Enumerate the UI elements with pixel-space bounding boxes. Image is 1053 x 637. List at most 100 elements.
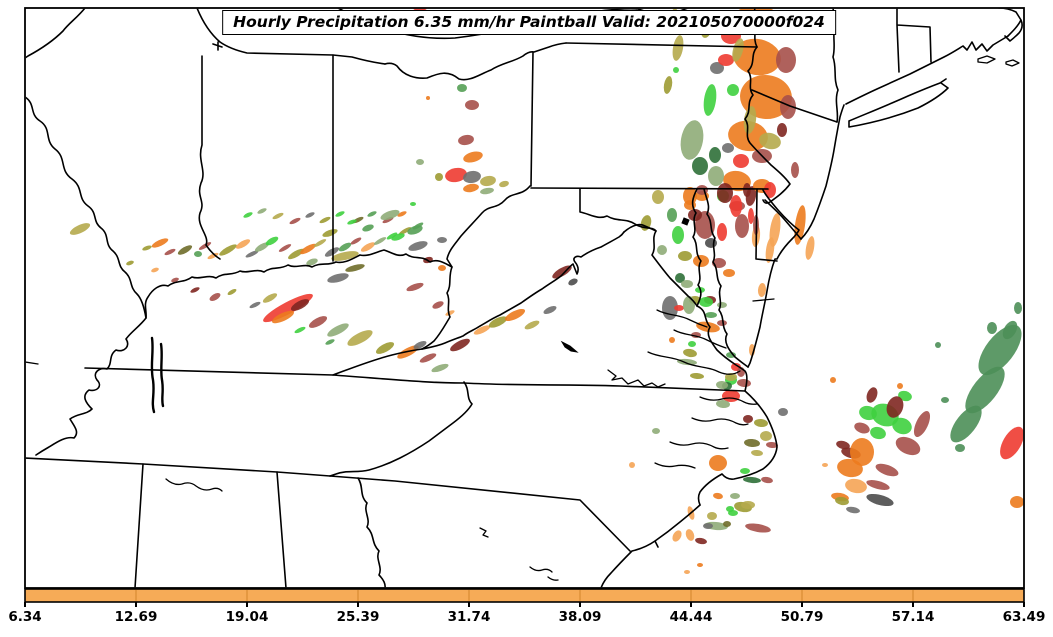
paintball-blob <box>290 299 310 311</box>
paintball-blob <box>198 242 212 250</box>
paintball-blob <box>480 175 496 187</box>
albemarle-sound <box>699 396 758 405</box>
paintball-blob <box>350 237 362 245</box>
paintball-blob <box>722 143 734 153</box>
paintball-blob <box>836 440 850 450</box>
paintball-blob <box>347 330 373 346</box>
paintball-blob <box>207 252 219 260</box>
ohio-pennsylvania-border <box>530 51 534 187</box>
paintball-blob <box>859 405 877 421</box>
paintball-blob <box>866 387 878 403</box>
paintball-blob <box>717 302 727 308</box>
lake-erie-south-shore <box>384 42 567 81</box>
paintball-blob <box>445 167 467 183</box>
paintball-blob <box>955 444 965 452</box>
paintball-blob <box>473 325 491 335</box>
kentucky-tennessee-virginia-northcarolina-border <box>84 367 746 392</box>
paintball-blob <box>835 496 849 506</box>
paintball-blob <box>463 151 483 163</box>
paintball-blob <box>1000 426 1024 460</box>
paintball-blob <box>777 123 787 137</box>
paintball-blob <box>675 273 685 283</box>
paintball-blob <box>300 243 316 255</box>
paintball-blob <box>699 297 713 307</box>
paintball-blob <box>327 273 349 283</box>
paintball-blob <box>543 305 557 315</box>
paintball-blob <box>190 287 200 293</box>
paintball-blob <box>850 438 874 466</box>
paintball-blob <box>822 463 828 467</box>
paintball-blob <box>707 512 717 520</box>
colorbar-tick-label: 50.79 <box>781 609 824 625</box>
paintball-blob <box>265 236 279 246</box>
paintball-blob <box>504 308 526 322</box>
paintball-blob <box>254 242 270 252</box>
paintball-blob <box>791 162 799 178</box>
paintball-blob <box>950 405 982 443</box>
colorbar-tick-label: 6.34 <box>8 609 41 625</box>
paintball-blob <box>305 212 315 218</box>
paintball-blob <box>164 248 176 256</box>
paintball-blob <box>347 219 357 225</box>
newjersey-newyork-border <box>751 89 838 123</box>
paintball-blob <box>338 242 352 252</box>
paintball-blob <box>463 170 481 184</box>
paintball-blob <box>754 418 768 428</box>
paintball-blob <box>683 187 697 205</box>
paintball-blob <box>744 438 760 448</box>
paintball-blob <box>708 166 724 186</box>
paintball-blob <box>69 223 91 235</box>
colorbar-tick-label: 63.49 <box>1003 609 1046 625</box>
long-island <box>848 78 949 128</box>
delaware-bay-newjersey-shore <box>764 199 802 240</box>
paintball-blob <box>684 570 690 574</box>
paintball-blob <box>710 62 724 74</box>
smith-mountain-lake <box>560 340 579 353</box>
james-river <box>647 351 741 375</box>
paintball-blob <box>271 310 295 324</box>
paintball-blob <box>692 157 708 175</box>
paintball-blob <box>524 320 540 330</box>
paintball-blob <box>263 293 313 323</box>
washington-dc-mark <box>681 217 690 226</box>
paintball-blob <box>740 468 750 474</box>
paintball-blob <box>1002 320 1018 340</box>
marthas-vineyard-nantucket <box>977 55 1020 67</box>
paintball-blob <box>886 396 904 418</box>
paintball-blob <box>672 35 684 61</box>
paintball-blob <box>426 96 430 100</box>
kentucky-virginia-border <box>332 348 423 376</box>
mason-dixon-line <box>530 187 769 190</box>
paintball-blob <box>696 185 708 195</box>
hudson-river <box>832 8 839 123</box>
paintball-blob <box>322 229 338 237</box>
paintball-blob <box>667 208 677 222</box>
paintball-blob <box>854 422 870 434</box>
paintball-blob <box>313 239 327 247</box>
paintball-blob <box>726 506 734 512</box>
chesapeake-bay-east-shore <box>703 188 749 368</box>
paintball-blob <box>151 238 169 248</box>
paintball-blob <box>568 278 578 286</box>
paintball-blob <box>488 316 508 328</box>
pamlico-sound-rivers <box>654 417 749 469</box>
paintball-blob <box>745 523 771 533</box>
paintball-blob <box>780 95 796 119</box>
paintball-blob <box>690 372 704 380</box>
paintball-blob <box>705 312 717 318</box>
savannah-river-border <box>357 477 386 588</box>
paintball-blob <box>629 462 635 468</box>
paintball-blob <box>324 247 340 257</box>
paintball-blob <box>438 265 446 271</box>
paintball-blob <box>367 211 377 217</box>
paintball-blob <box>126 260 134 266</box>
paintball-blob <box>677 358 697 366</box>
paintball-blob <box>732 38 744 62</box>
paintball-blob <box>751 449 763 457</box>
westvirginia-kentucky-border <box>421 266 453 350</box>
paintball-blob <box>457 84 467 92</box>
paintball-blob <box>716 399 730 409</box>
paintball-blob <box>413 340 427 350</box>
